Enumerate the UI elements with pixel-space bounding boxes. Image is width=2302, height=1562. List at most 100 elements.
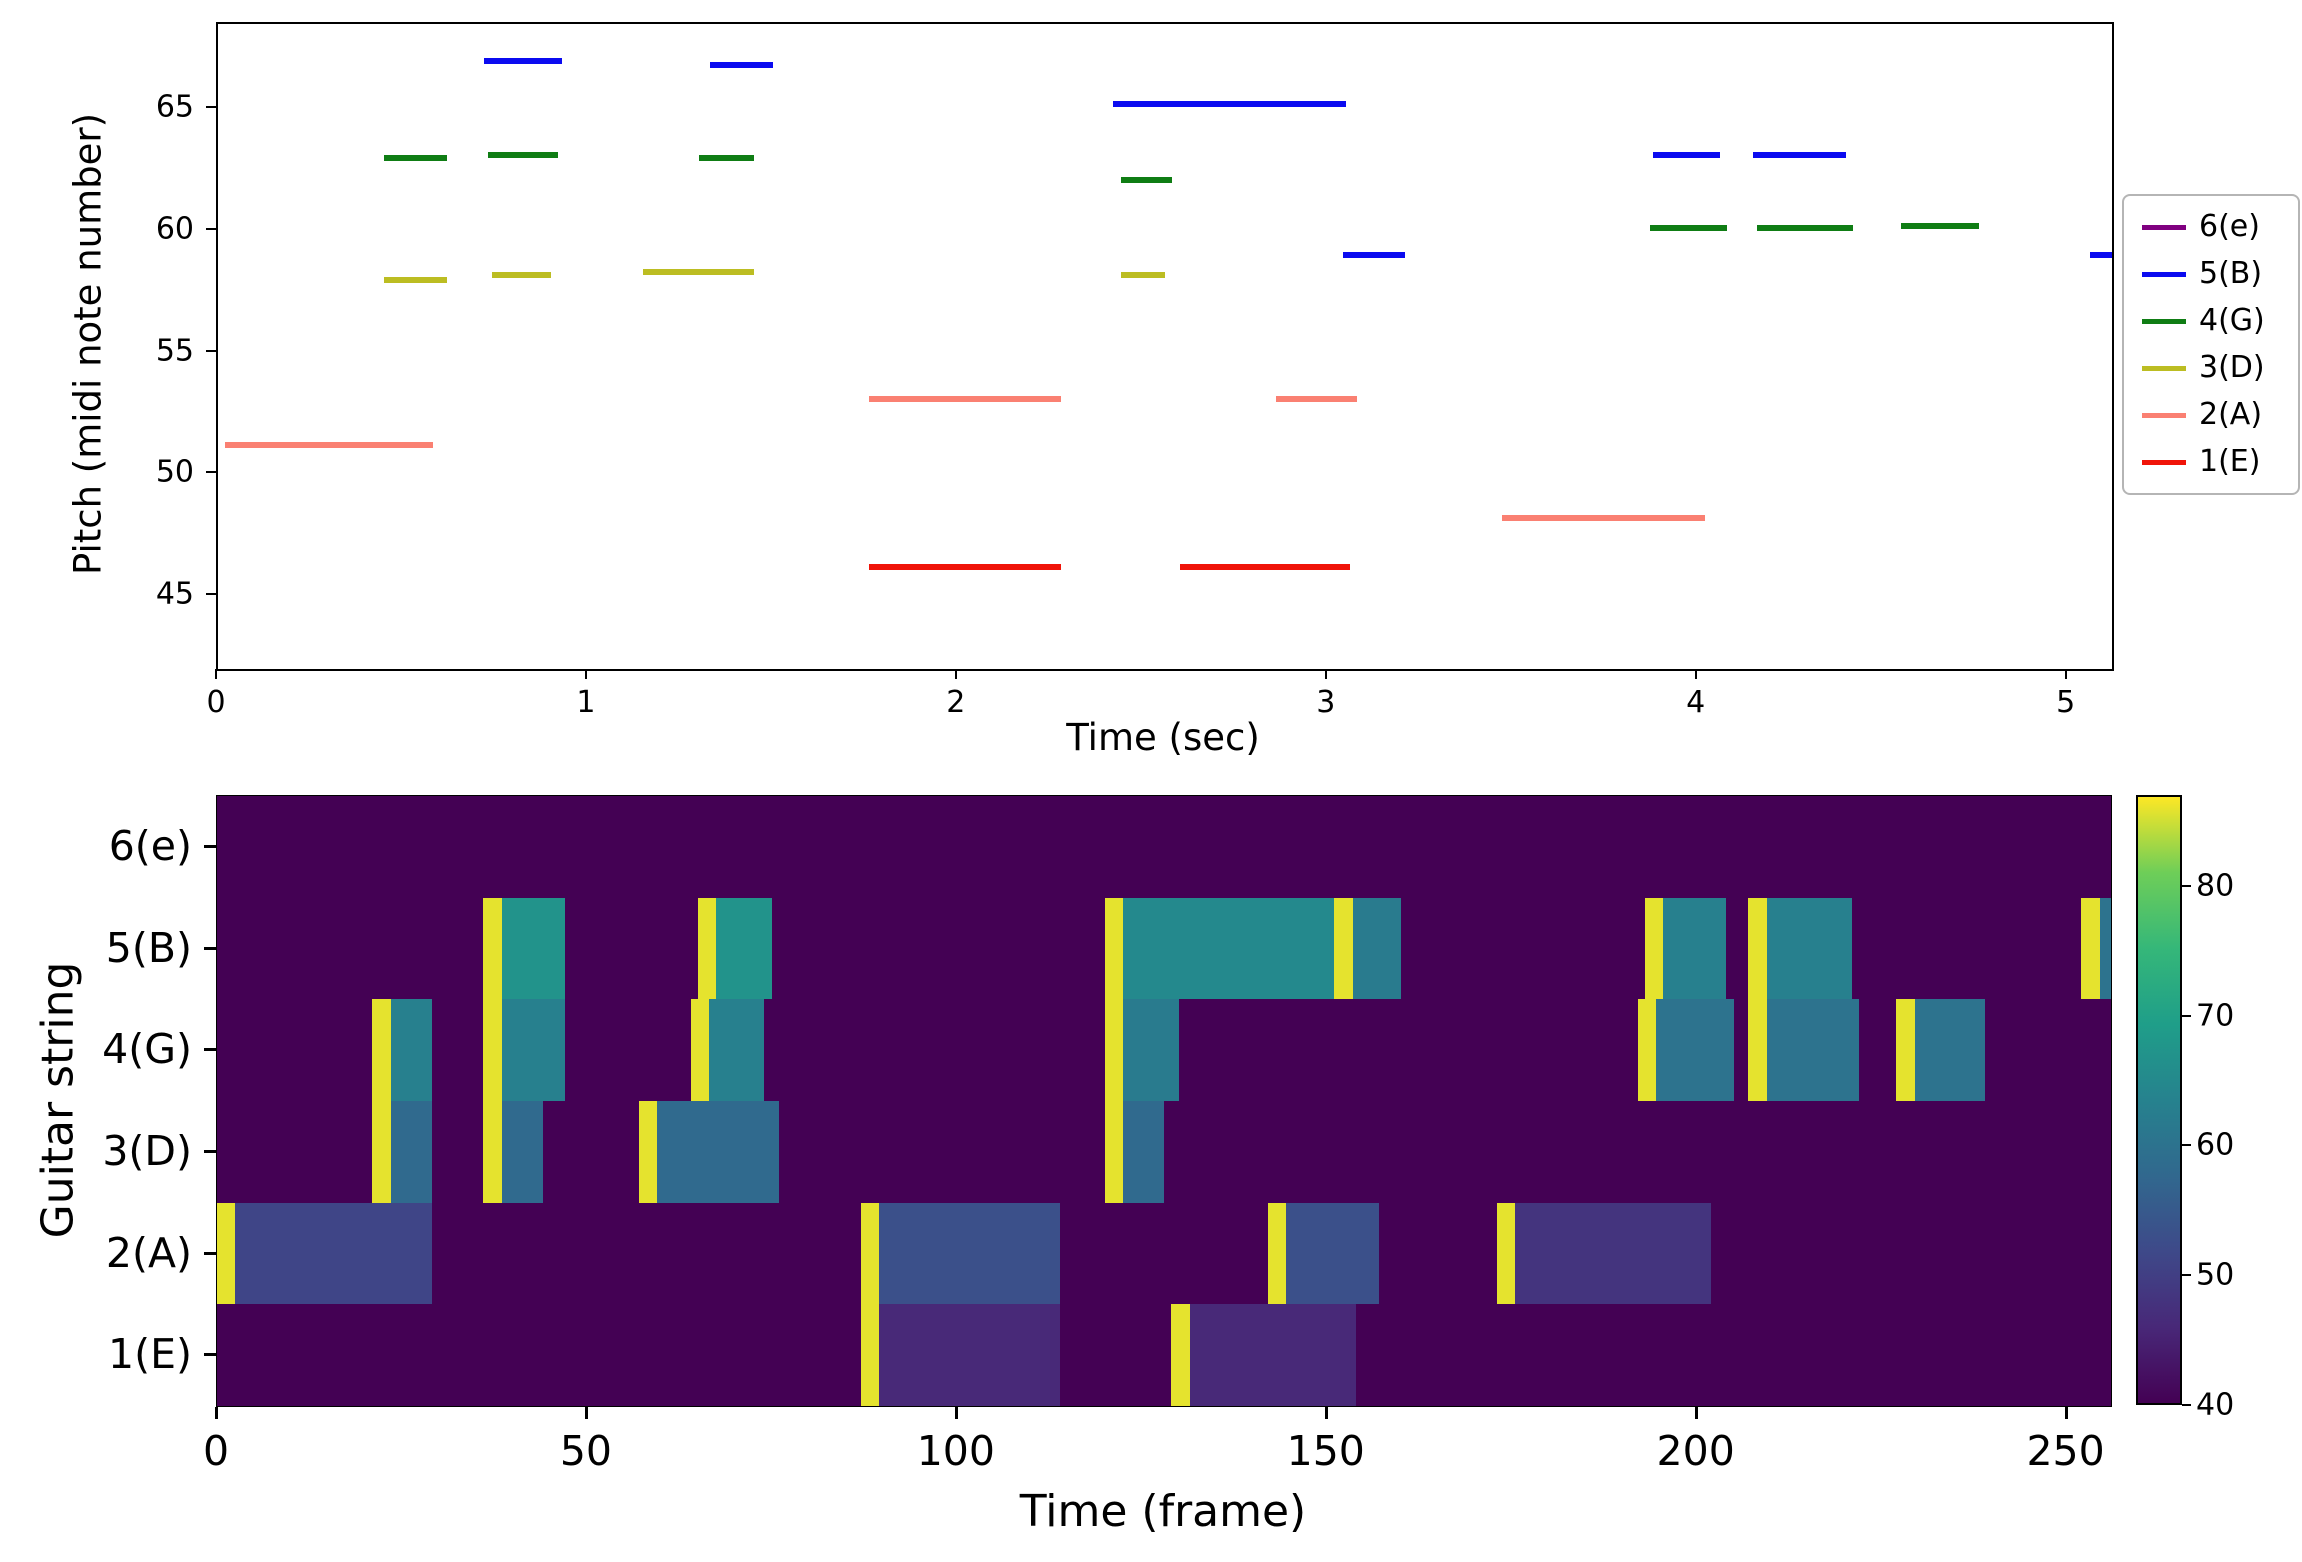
- legend-item: 3(D): [2142, 353, 2280, 383]
- guitar-string-axis-label: Guitar string: [32, 961, 84, 1239]
- x-tick: [1694, 1407, 1698, 1419]
- heatmap-cell: [1274, 1202, 1379, 1305]
- note-segment: [488, 152, 559, 159]
- x-tick: [584, 669, 587, 679]
- heatmap-area: [216, 795, 2112, 1407]
- heatmap-cell: [1644, 999, 1734, 1101]
- heatmap-cell: [697, 999, 765, 1101]
- y-tick-label: 45: [155, 576, 194, 612]
- colorbar-tick-label: 40: [2196, 1387, 2235, 1423]
- onset-marker: [483, 999, 502, 1101]
- x-tick-label: 5: [2056, 685, 2076, 720]
- onset-marker: [1104, 999, 1124, 1101]
- onset-marker: [1644, 897, 1664, 1000]
- row-label: 4(G): [102, 1025, 192, 1074]
- note-segment: [1120, 176, 1173, 183]
- onset-marker: [690, 999, 709, 1101]
- x-tick-label: 50: [559, 1427, 613, 1475]
- colorbar-tick: [2182, 884, 2191, 887]
- x-tick: [215, 669, 217, 679]
- colorbar-tick-label: 50: [2196, 1257, 2235, 1293]
- y-tick: [206, 592, 216, 595]
- y-tick: [206, 106, 216, 109]
- y-tick: [206, 227, 216, 230]
- onset-marker: [697, 897, 717, 1000]
- y-tick: [206, 349, 216, 352]
- heatmap-cell: [1178, 1304, 1357, 1406]
- row-label: 2(A): [105, 1228, 192, 1277]
- x-tick: [584, 1407, 588, 1419]
- x-tick: [2064, 1407, 2068, 1419]
- x-tick: [1324, 669, 1327, 679]
- legend-label: 5(B): [2199, 256, 2263, 291]
- legend-label: 4(G): [2199, 303, 2265, 338]
- heatmap-cell: [1504, 1202, 1712, 1305]
- y-tick: [204, 844, 216, 848]
- legend-item: 4(G): [2142, 306, 2280, 336]
- note-segment: [1113, 101, 1347, 108]
- note-segment: [491, 271, 551, 278]
- onset-marker: [1896, 999, 1915, 1101]
- note-segment: [1649, 225, 1728, 232]
- colorbar-tick: [2182, 1144, 2191, 1147]
- y-tick: [204, 1149, 216, 1153]
- colorbar-tick: [2182, 1274, 2191, 1277]
- onset-marker: [1267, 1202, 1287, 1305]
- y-tick-label: 65: [155, 89, 194, 125]
- onset-marker: [1748, 897, 1767, 1000]
- onset-marker: [860, 1202, 880, 1305]
- legend-label: 2(A): [2199, 397, 2263, 432]
- onset-marker: [217, 1202, 236, 1305]
- note-segment: [643, 269, 755, 276]
- note-segment: [1501, 515, 1706, 522]
- heatmap-cell: [224, 1202, 432, 1305]
- legend-item: 1(E): [2142, 447, 2280, 477]
- note-segment: [484, 57, 563, 64]
- note-segment: [225, 442, 433, 449]
- note-segment: [384, 154, 448, 161]
- y-tick-label: 50: [155, 454, 194, 490]
- colorbar: [2136, 795, 2182, 1405]
- x-tick-label: 0: [202, 1427, 230, 1475]
- legend-label: 1(E): [2199, 444, 2261, 479]
- onset-marker: [1334, 897, 1353, 1000]
- y-tick-label: 55: [155, 333, 194, 369]
- note-segment: [384, 276, 448, 283]
- y-tick: [204, 1353, 216, 1357]
- note-segment: [1756, 225, 1854, 232]
- x-tick-label: 4: [1686, 685, 1706, 720]
- colorbar-tick-label: 70: [2196, 998, 2235, 1034]
- heatmap-cell: [705, 897, 772, 1000]
- note-segment: [869, 563, 1062, 570]
- onset-marker: [1104, 897, 1124, 1000]
- onset-marker: [1171, 1304, 1190, 1406]
- colorbar-tick: [2182, 1014, 2191, 1017]
- heatmap-cell: [1755, 999, 1860, 1101]
- note-segment: [1275, 395, 1358, 402]
- x-tick-label: 200: [1656, 1427, 1735, 1475]
- colorbar-tick-label: 60: [2196, 1127, 2235, 1163]
- row-label: 1(E): [108, 1330, 192, 1379]
- heatmap-cell: [1755, 897, 1853, 1000]
- x-tick: [1694, 669, 1697, 679]
- legend-item: 6(e): [2142, 212, 2280, 242]
- onset-marker: [860, 1304, 880, 1406]
- legend-swatch: [2142, 224, 2186, 230]
- onset-marker: [372, 1101, 391, 1203]
- heatmap-cell: [868, 1304, 1061, 1406]
- colorbar-gradient: [2138, 797, 2180, 1403]
- heatmap-cell: [868, 1202, 1061, 1305]
- onset-marker: [483, 1101, 502, 1203]
- y-tick: [204, 1251, 216, 1255]
- legend: 6(e) 5(B) 4(G) 3(D) 2(A) 1(E): [2122, 194, 2300, 495]
- note-segment: [1653, 152, 1720, 159]
- x-tick-label: 150: [1286, 1427, 1365, 1475]
- onset-marker: [372, 999, 391, 1101]
- x-tick-label: 0: [206, 685, 226, 720]
- pitch-plot-area: [216, 22, 2114, 671]
- onset-marker: [1496, 1202, 1516, 1305]
- note-segment: [709, 62, 773, 69]
- heatmap-cell: [1652, 897, 1727, 1000]
- colorbar-tick: [2182, 1404, 2191, 1406]
